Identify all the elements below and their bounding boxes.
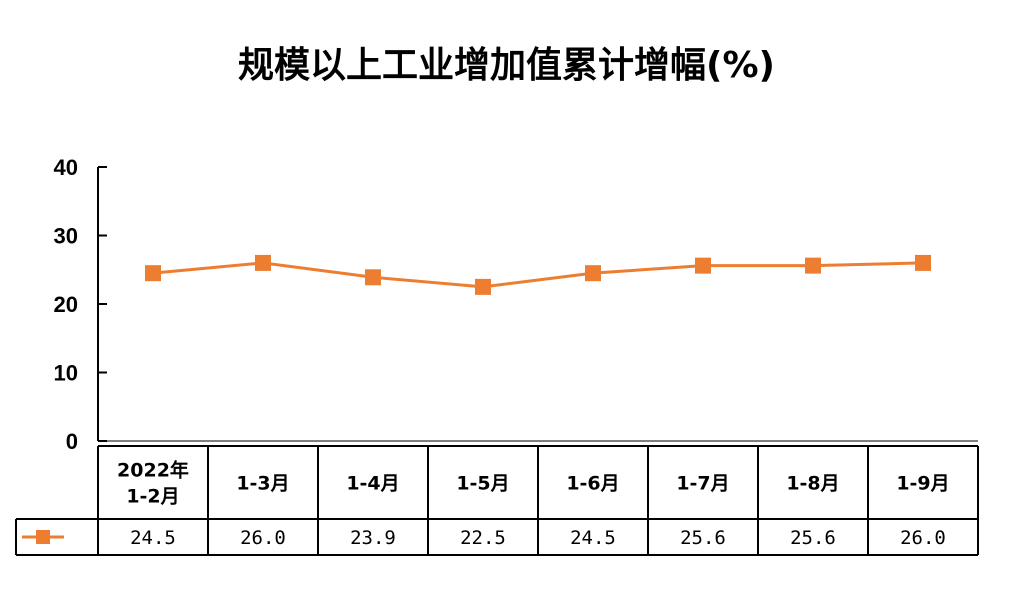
- x-category-label: 1-3月: [236, 473, 289, 495]
- data-point: [255, 254, 271, 271]
- data-label: 24.5: [570, 527, 616, 549]
- y-tick-labels: 0 10 20 30 40: [54, 155, 78, 454]
- chart-title: 规模以上工业增加值累计增幅(%): [238, 45, 775, 86]
- data-point: [585, 265, 601, 282]
- x-category-label: 1-9月: [896, 473, 949, 495]
- x-category-label: 2022年 1-2月: [117, 459, 189, 508]
- x-category-label: 1-5月: [456, 473, 509, 495]
- data-point: [695, 257, 711, 274]
- data-label: 24.5: [130, 527, 176, 549]
- axes: [97, 166, 978, 442]
- x-category-label: 1-7月: [676, 473, 729, 495]
- data-label: 22.5: [460, 527, 506, 549]
- data-point: [915, 254, 931, 271]
- legend-marker: [36, 530, 50, 544]
- data-label: 26.0: [900, 527, 946, 549]
- x-category-label: 1-4月: [346, 473, 399, 495]
- series-line: [152, 261, 924, 289]
- series-line-group: [145, 254, 931, 295]
- data-table: 2022年 1-2月 1-3月 1-4月 1-5月 1-6月 1-7月 1-8月 1-9月 24.…: [15, 445, 979, 556]
- y-tick-label: 0: [66, 429, 78, 454]
- x-category-label: 1-6月: [566, 473, 619, 495]
- data-point: [145, 265, 161, 282]
- data-label: 25.6: [790, 527, 836, 549]
- y-tick-label: 20: [54, 292, 78, 317]
- data-label: 26.0: [240, 527, 286, 549]
- data-point: [805, 257, 821, 274]
- y-tick-label: 30: [54, 224, 78, 249]
- data-point: [365, 269, 381, 286]
- data-point: [475, 278, 491, 295]
- data-label: 25.6: [680, 527, 726, 549]
- y-tick-label: 40: [54, 155, 78, 180]
- y-tick-label: 10: [54, 361, 78, 386]
- x-category-label: 1-8月: [786, 473, 839, 495]
- data-label: 23.9: [350, 527, 396, 549]
